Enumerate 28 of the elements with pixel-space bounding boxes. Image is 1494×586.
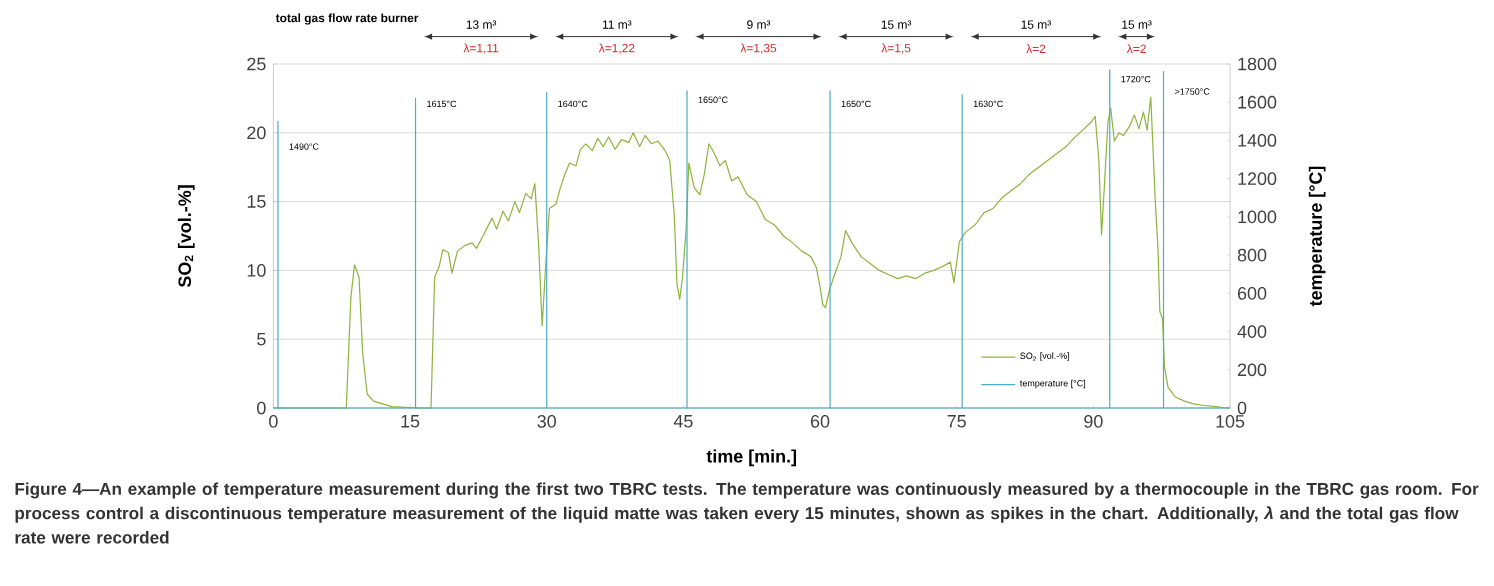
y2-tick-label: 0 (1237, 401, 1247, 415)
x-axis-title: time [min.] (706, 449, 797, 467)
y-axis-title: SO$_{2}$ [vol.-%] (177, 185, 195, 288)
y2-tick-label: 1600 (1238, 95, 1277, 109)
x-tick-label: 15 (401, 415, 420, 428)
y2-tick-label: 1400 (1238, 134, 1277, 147)
y2-tick-label: 1800 (1238, 57, 1277, 71)
y-tick-label: 0 (257, 401, 266, 415)
y-tick-label: 25 (247, 57, 266, 71)
y2-tick-label: 1000 (1238, 210, 1277, 224)
y-tick-label: 10 (247, 264, 266, 277)
y-tick-label: 20 (247, 126, 266, 140)
y-tick-label: 15 (247, 195, 266, 208)
x-tick-label: 60 (810, 415, 830, 428)
y2-tick-label: 400 (1237, 325, 1267, 338)
text: Figure 4—An example of temperature measurement during the first two TBRC tests. The temperature was continuously measured by a thermocouple in the TBRC gas room. For process control a discontinuous temperature measurement of the liquid matte was taken every 15 minutes, shown as spikes in the chart. Additionally, λ and the total gas flow rate were recorded (15, 482, 1479, 544)
y2-tick-label: 1200 (1238, 172, 1277, 186)
y2-tick-label: 600 (1237, 286, 1267, 300)
x-tick-label: 45 (673, 415, 693, 428)
x-tick-label: 30 (537, 415, 556, 428)
y2-axis-title: temperature [°C] (1308, 166, 1326, 307)
y2-tick-label: 200 (1237, 363, 1267, 377)
x-tick-label: 90 (1084, 415, 1103, 428)
x-tick-label: 75 (947, 415, 966, 428)
y2-tick-label: 800 (1237, 248, 1267, 262)
x-tick-label: 105 (1216, 415, 1245, 428)
y-tick-label: 5 (257, 332, 266, 346)
x-tick-label: 0 (269, 415, 278, 428)
